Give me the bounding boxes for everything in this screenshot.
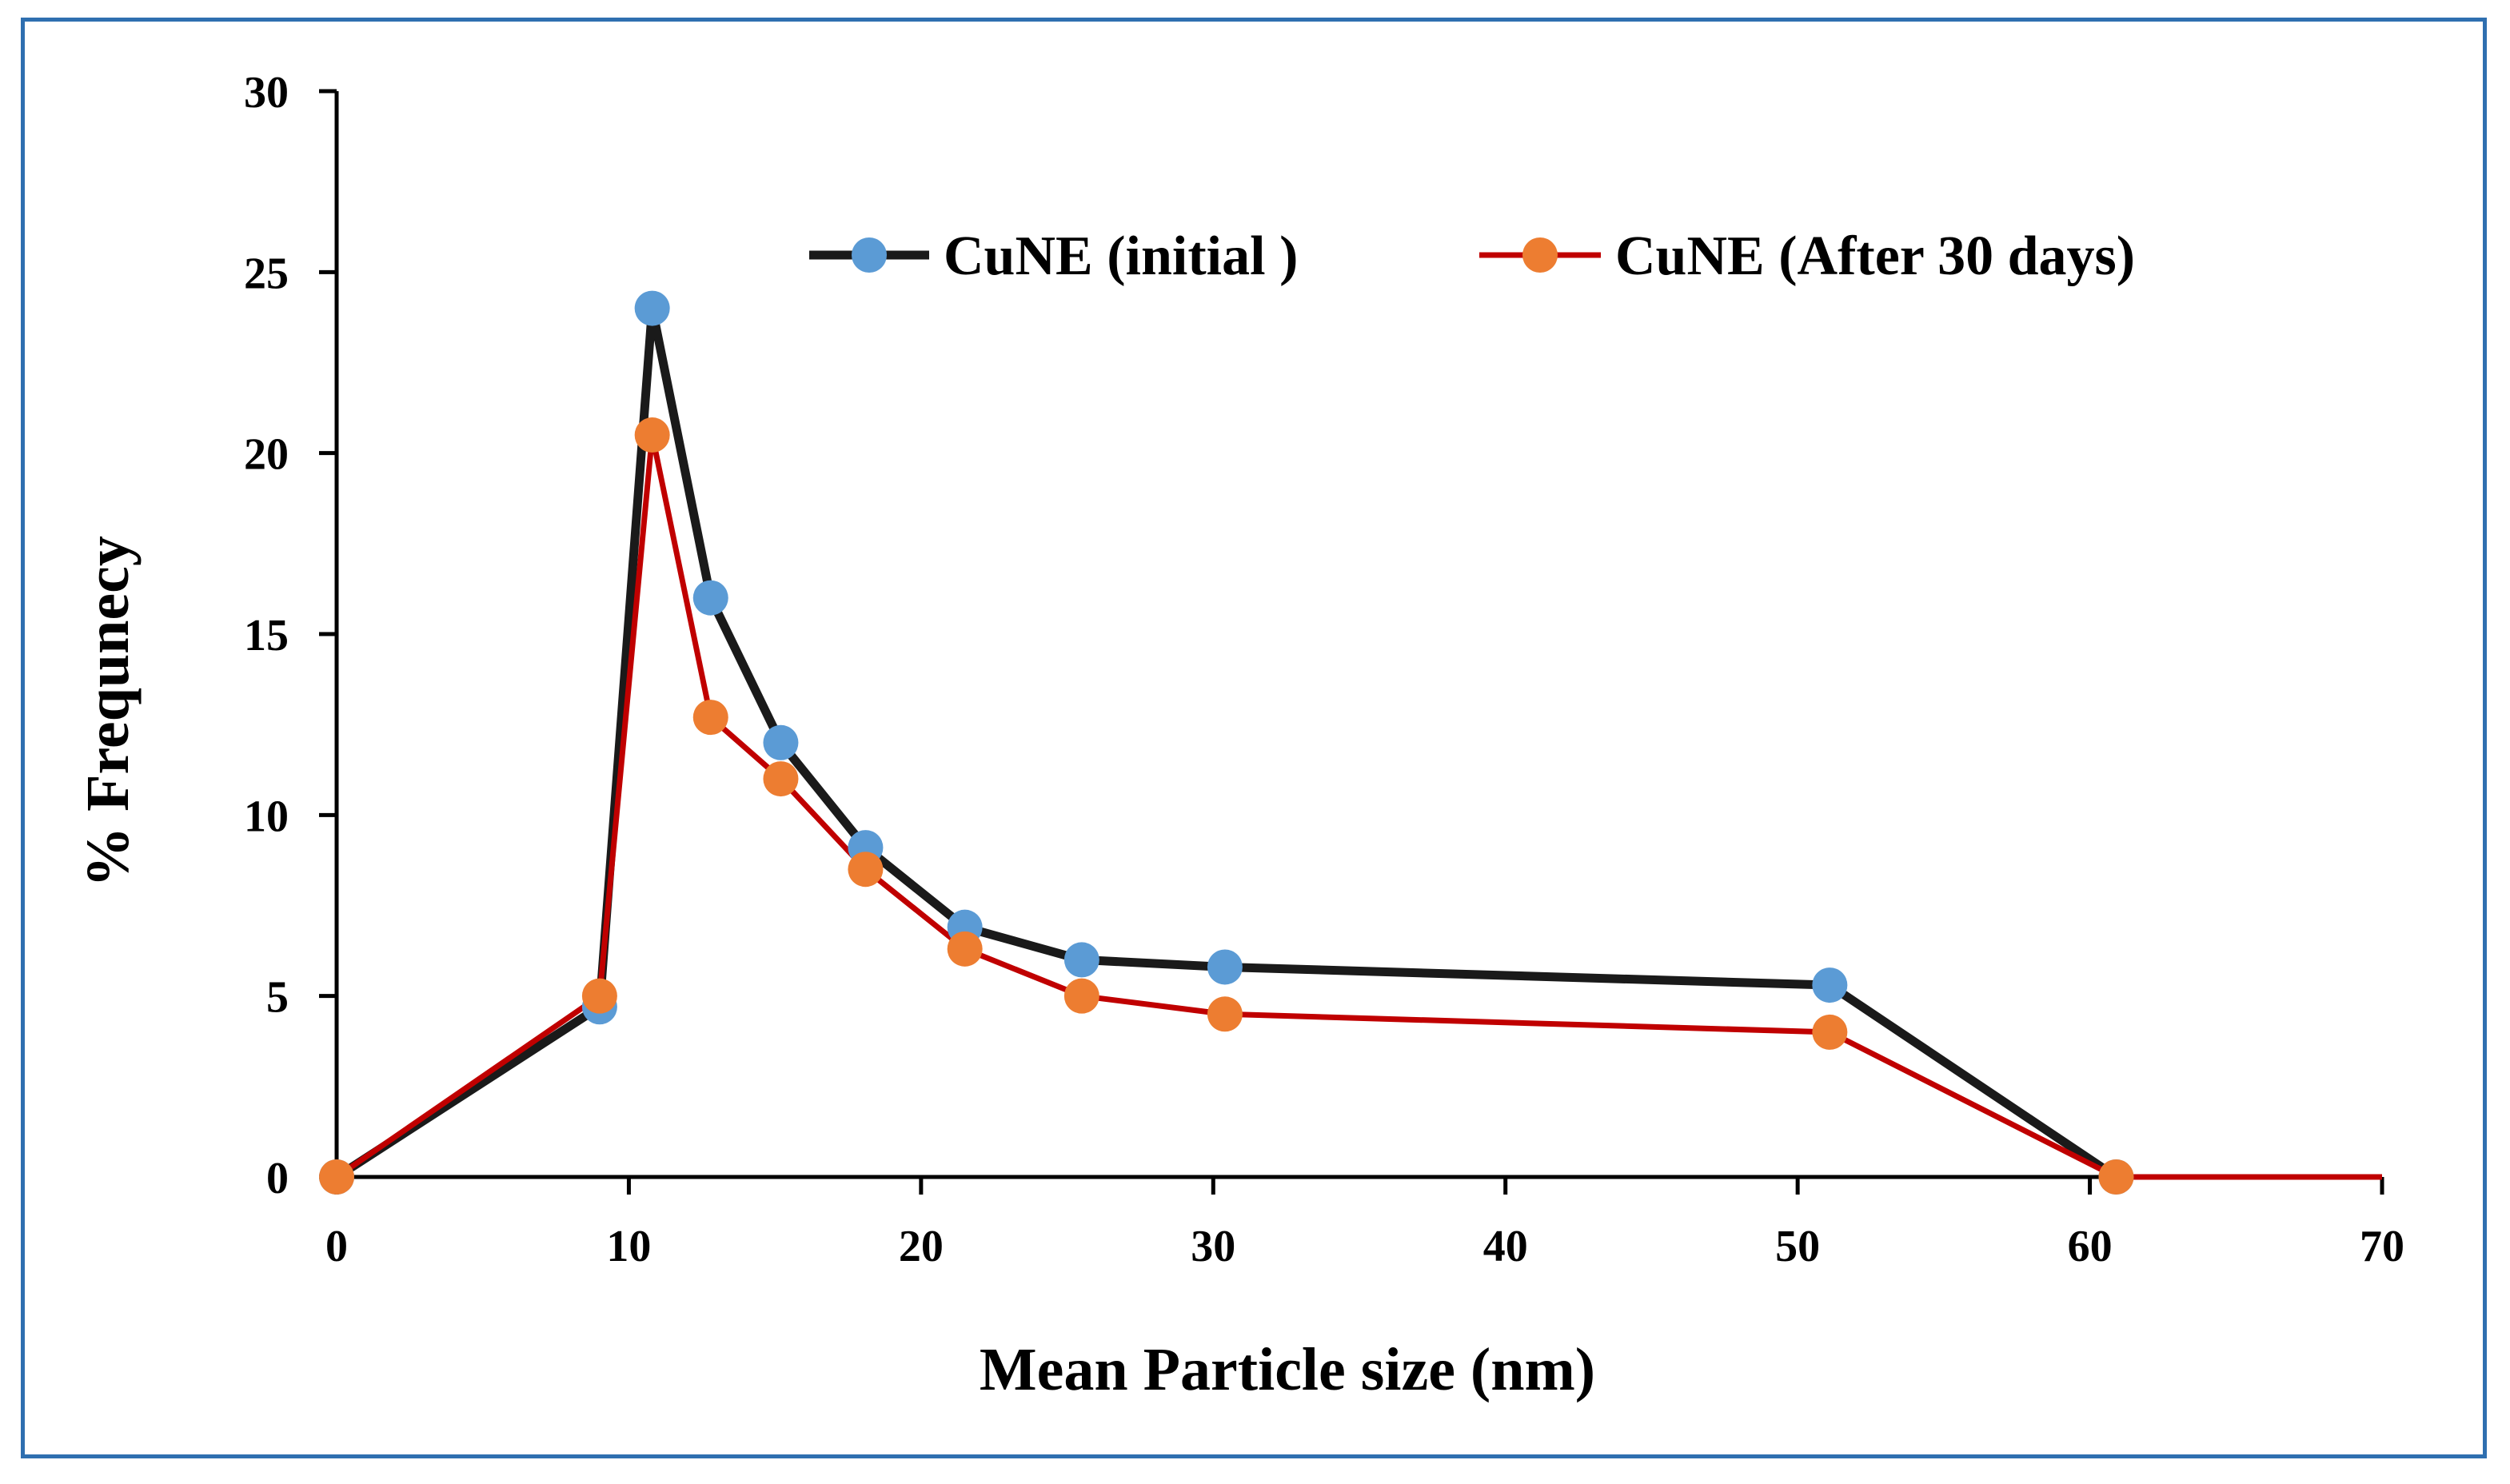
x-tick-label-50: 50 <box>1775 1222 1820 1271</box>
y-tick-label-0: 0 <box>266 1154 289 1203</box>
y-tick-label-10: 10 <box>244 792 289 841</box>
x-tick-label-70: 70 <box>2360 1222 2404 1271</box>
y-tick-label-20: 20 <box>244 430 289 480</box>
axes: 0 5 10 15 20 25 30 0 10 20 30 40 50 60 70 <box>244 68 2404 1271</box>
series-line-after-30-days <box>335 432 2382 1180</box>
y-tick-label-25: 25 <box>244 249 289 298</box>
x-tick-label-60: 60 <box>2068 1222 2113 1271</box>
data-point-initial-8 <box>1207 949 1243 985</box>
legend-label-initial: CuNE (initial ) <box>944 225 1298 287</box>
data-point-after-30-days-10 <box>2098 1159 2134 1195</box>
x-tick-label-10: 10 <box>606 1222 651 1271</box>
series-markers <box>319 290 2134 1195</box>
x-tick-label-40: 40 <box>1483 1222 1528 1271</box>
data-point-after-30-days-8 <box>1207 996 1243 1032</box>
series-line-initial <box>334 304 2119 1181</box>
legend-label-after-30-days: CuNE (After 30 days) <box>1615 225 2135 287</box>
y-tick-label-5: 5 <box>266 973 289 1023</box>
data-point-initial-4 <box>763 724 799 760</box>
chart-frame <box>21 18 2487 1458</box>
legend-marker-initial <box>852 237 887 273</box>
y-tick-label-15: 15 <box>244 611 289 660</box>
legend-item-after-30-days: CuNE (After 30 days) <box>1479 225 2135 287</box>
data-point-after-30-days-2 <box>634 417 670 453</box>
legend: CuNE (initial ) CuNE (After 30 days) <box>809 225 2135 287</box>
data-point-after-30-days-0 <box>319 1159 354 1195</box>
data-point-initial-7 <box>1063 942 1099 978</box>
data-point-initial-9 <box>1812 967 1848 1003</box>
x-tick-label-30: 30 <box>1191 1222 1235 1271</box>
legend-marker-after-30-days <box>1522 237 1558 273</box>
x-tick-label-20: 20 <box>899 1222 944 1271</box>
data-point-initial-2 <box>634 290 670 326</box>
x-tick-label-0: 0 <box>325 1222 348 1271</box>
legend-item-initial: CuNE (initial ) <box>809 225 1298 287</box>
data-point-after-30-days-1 <box>581 978 617 1014</box>
data-point-after-30-days-9 <box>1812 1014 1848 1050</box>
y-tick-label-30: 30 <box>244 68 289 118</box>
data-point-after-30-days-6 <box>947 931 983 967</box>
data-point-initial-3 <box>692 580 728 616</box>
x-axis-title: Mean Particle size (nm) <box>980 1336 1595 1403</box>
data-point-after-30-days-4 <box>763 761 799 797</box>
data-point-after-30-days-7 <box>1063 978 1099 1014</box>
data-point-after-30-days-5 <box>848 852 884 888</box>
data-point-after-30-days-3 <box>692 700 728 736</box>
y-axis-title: % Frequnecy <box>74 536 142 888</box>
